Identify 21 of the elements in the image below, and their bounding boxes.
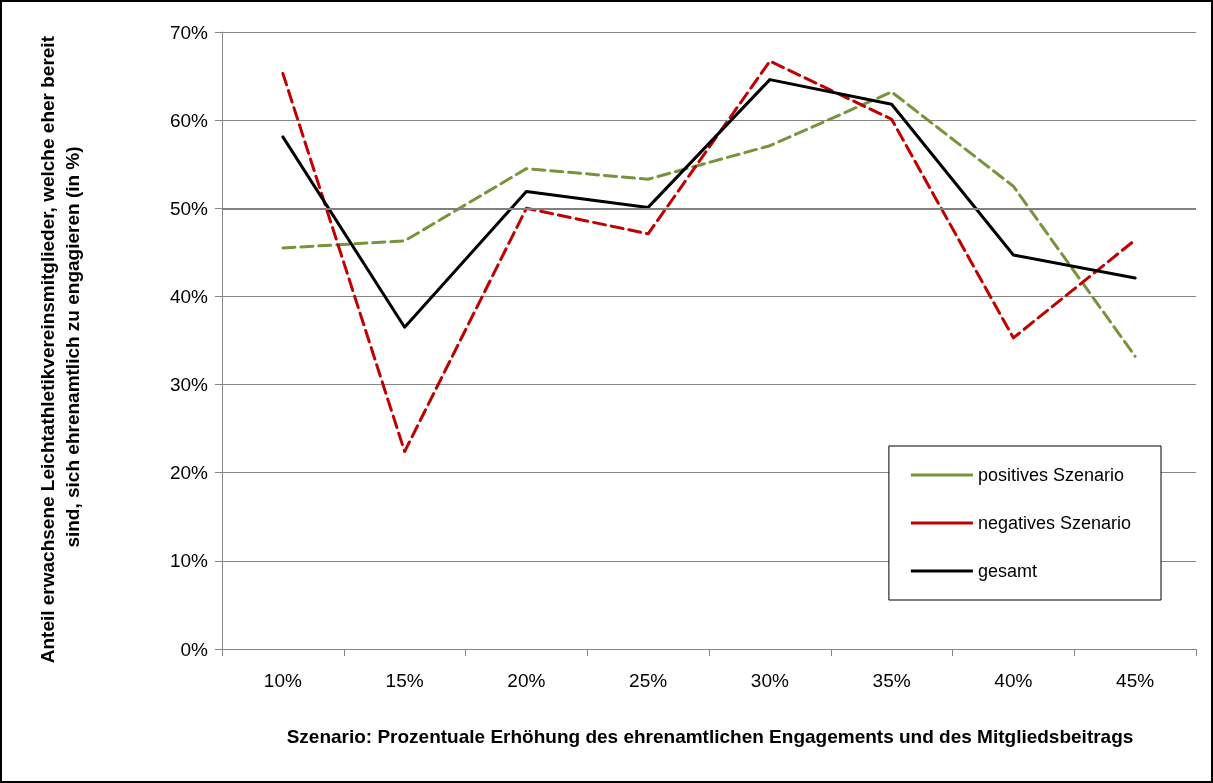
x-tick-label: 45%	[1116, 670, 1155, 691]
legend-label: positives Szenario	[977, 465, 1124, 485]
x-tick-label: 10%	[263, 670, 302, 691]
y-tick-label: 70%	[169, 21, 209, 43]
x-tick-label: 30%	[750, 670, 789, 691]
x-tick-label: 15%	[385, 670, 424, 691]
y-axis-title: Anteil erwachsene Leichtathletikvereinsmitglieder, welche eher bereit sind, sich ehrenamtlich zu engagieren (in %)	[37, 30, 83, 664]
x-tick-label: 20%	[507, 670, 546, 691]
y-tick-label: 20%	[169, 462, 209, 484]
legend-label: gesamt	[977, 561, 1037, 581]
x-tick-label: 25%	[629, 670, 668, 691]
y-tick-label: 50%	[169, 197, 209, 219]
legend-label: negatives Szenario	[977, 513, 1132, 533]
y-tick-label: 0%	[180, 638, 209, 660]
y-tick-label: 60%	[169, 109, 209, 131]
x-tick-label: 35%	[872, 670, 911, 691]
x-axis-title: Szenario: Prozentuale Erhöhung des ehrenamtlichen Engagements und des Mitgliedsbeitrags	[286, 725, 1134, 747]
x-tick-label: 40%	[994, 670, 1033, 691]
y-tick-label: 30%	[169, 374, 209, 396]
y-tick-label: 40%	[169, 285, 209, 307]
y-tick-label: 10%	[169, 550, 209, 572]
